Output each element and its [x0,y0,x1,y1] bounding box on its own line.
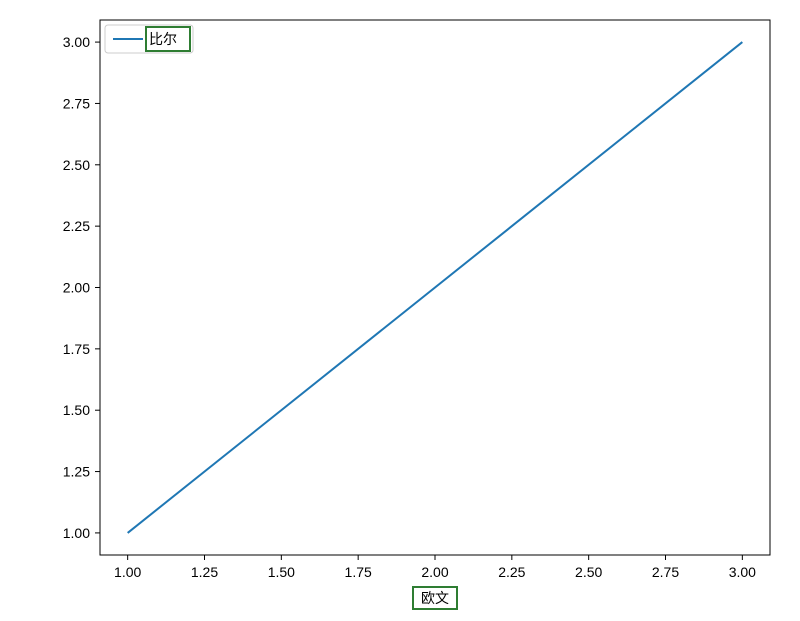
y-tick-label: 1.25 [63,464,90,480]
x-axis-label: 欧文 [421,590,449,606]
x-tick-label: 1.00 [114,564,141,580]
x-tick-label: 1.25 [191,564,218,580]
y-tick-label: 1.75 [63,341,90,357]
x-tick-label: 1.50 [268,564,295,580]
y-tick-label: 2.50 [63,157,90,173]
legend-label: 比尔 [149,31,177,47]
data-line [128,42,743,533]
chart-svg: 1.00 1.25 1.50 1.75 2.00 2.25 2.50 2.75 3.00 1.00… [0,0,800,621]
x-tick-label: 3.00 [729,564,756,580]
x-tick-label: 1.75 [345,564,372,580]
y-tick-label: 1.00 [63,525,90,541]
x-tick-label: 2.00 [421,564,448,580]
y-tick-label: 3.00 [63,34,90,50]
y-tick-label: 2.25 [63,218,90,234]
y-tick-label: 2.75 [63,95,90,111]
y-tick-label: 2.00 [63,280,90,296]
y-tick-label: 1.50 [63,402,90,418]
x-tick-label: 2.25 [498,564,525,580]
line-chart: 1.00 1.25 1.50 1.75 2.00 2.25 2.50 2.75 3.00 1.00… [0,0,800,621]
x-tick-label: 2.75 [652,564,679,580]
x-tick-label: 2.50 [575,564,602,580]
